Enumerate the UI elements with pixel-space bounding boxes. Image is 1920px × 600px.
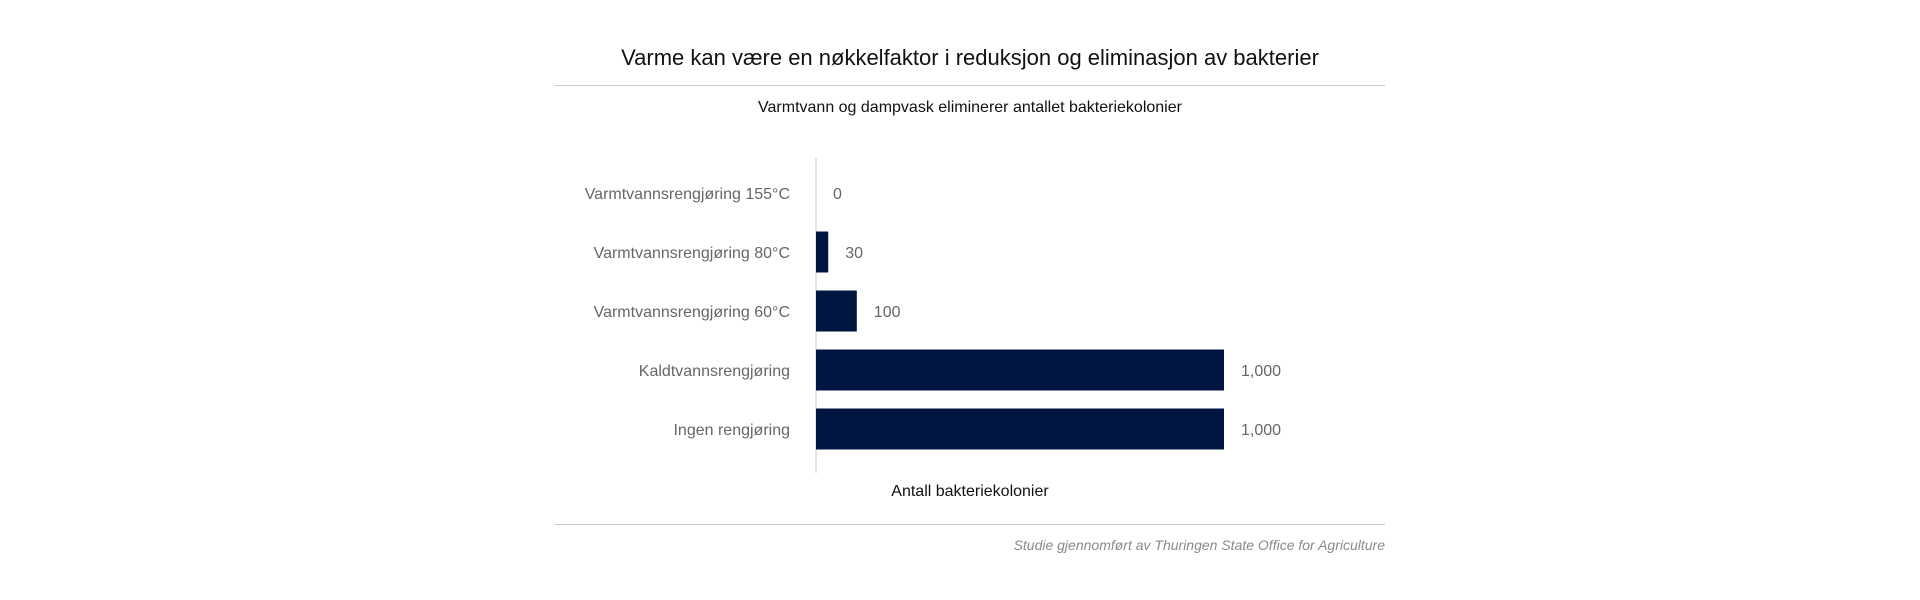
bar	[816, 349, 1224, 391]
value-label: 1,000	[1241, 363, 1281, 380]
bar	[816, 231, 829, 273]
category-label: Varmtvannsrengjøring 80°C	[594, 245, 790, 262]
value-label: 30	[845, 245, 863, 262]
title-divider	[555, 85, 1385, 86]
value-label: 1,000	[1241, 422, 1281, 439]
category-label: Kaldtvannsrengjøring	[639, 363, 790, 380]
category-label: Ingen rengjøring	[673, 422, 790, 439]
chart-subtitle: Varmtvann og dampvask eliminerer antalle…	[758, 99, 1182, 116]
chart-title: Varme kan være en nøkkelfaktor i reduksj…	[621, 45, 1319, 70]
value-label: 0	[833, 186, 842, 203]
source-note: Studie gjennomført av Thuringen State Of…	[1013, 537, 1385, 553]
bar	[816, 290, 857, 332]
category-label: Varmtvannsrengjøring 60°C	[594, 304, 790, 321]
bar	[816, 408, 1224, 450]
category-label: Varmtvannsrengjøring 155°C	[585, 186, 790, 203]
value-label: 100	[874, 304, 901, 321]
footer-divider	[555, 524, 1385, 525]
x-axis-label: Antall bakteriekolonier	[891, 483, 1049, 500]
